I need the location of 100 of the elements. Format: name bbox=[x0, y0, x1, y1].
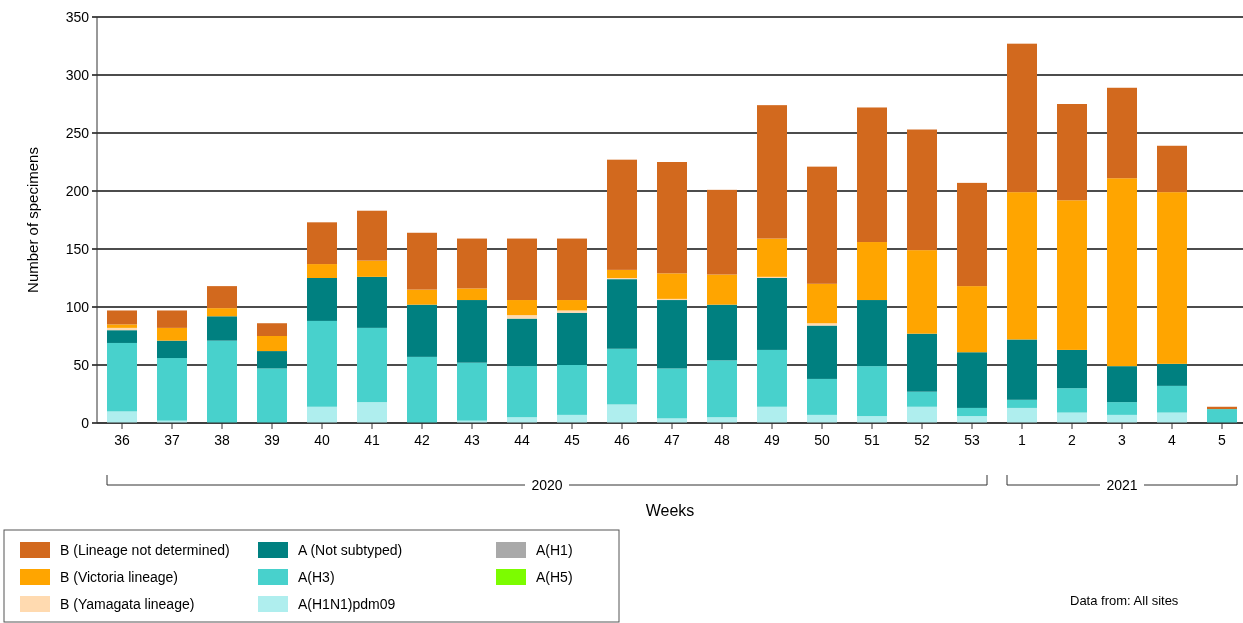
bar bbox=[257, 336, 287, 352]
bar bbox=[207, 316, 237, 341]
bar bbox=[257, 351, 287, 369]
x-tick-label: 2 bbox=[1068, 432, 1077, 448]
x-tick-label: 4 bbox=[1168, 432, 1177, 448]
bar bbox=[157, 340, 187, 359]
bar bbox=[807, 166, 837, 284]
x-tick-label: 38 bbox=[214, 432, 230, 448]
bar bbox=[1107, 366, 1137, 403]
bar bbox=[557, 238, 587, 301]
y-tick-label: 100 bbox=[65, 298, 90, 315]
bar bbox=[657, 300, 687, 369]
bar bbox=[907, 391, 937, 407]
bar bbox=[1057, 200, 1087, 350]
bar bbox=[507, 300, 537, 316]
x-tick-label: 46 bbox=[614, 432, 630, 448]
x-tick-label: 45 bbox=[564, 432, 580, 448]
bar bbox=[757, 349, 787, 407]
bar bbox=[1007, 339, 1037, 400]
bar bbox=[257, 368, 287, 423]
x-tick-label: 50 bbox=[814, 432, 830, 448]
bar bbox=[1107, 402, 1137, 415]
bar bbox=[1007, 399, 1037, 408]
bar bbox=[1007, 192, 1037, 340]
x-tick-label: 39 bbox=[264, 432, 280, 448]
x-tick-label: 37 bbox=[164, 432, 180, 448]
bar bbox=[557, 310, 587, 313]
bar bbox=[657, 162, 687, 274]
bar bbox=[107, 310, 137, 325]
bar bbox=[907, 406, 937, 423]
bar bbox=[357, 276, 387, 328]
bar bbox=[607, 279, 637, 349]
bar bbox=[757, 406, 787, 423]
legend-label: A(H1N1)pdm09 bbox=[298, 595, 396, 612]
x-tick-label: 51 bbox=[864, 432, 880, 448]
x-tick-label: 47 bbox=[664, 432, 680, 448]
bar bbox=[157, 358, 187, 421]
x-tick-label: 42 bbox=[414, 432, 430, 448]
x-tick-label: 5 bbox=[1218, 432, 1227, 448]
x-tick-label: 3 bbox=[1118, 432, 1127, 448]
bar bbox=[407, 289, 437, 305]
bar bbox=[207, 340, 237, 423]
x-tick-label: 40 bbox=[314, 432, 330, 448]
bar bbox=[557, 312, 587, 365]
bar bbox=[657, 273, 687, 299]
bar bbox=[357, 327, 387, 403]
text: 2021 bbox=[1106, 476, 1138, 493]
bar bbox=[1057, 349, 1087, 389]
bar bbox=[1057, 104, 1087, 201]
bar bbox=[307, 222, 337, 265]
bar bbox=[607, 348, 637, 405]
bar bbox=[1107, 87, 1137, 179]
y-tick-label: 150 bbox=[65, 240, 90, 257]
bar bbox=[857, 242, 887, 301]
x-tick-label: 53 bbox=[964, 432, 980, 448]
bar bbox=[1057, 388, 1087, 413]
y-tick-label: 350 bbox=[65, 8, 90, 25]
bar bbox=[957, 182, 987, 287]
bar bbox=[1007, 407, 1037, 423]
bar bbox=[507, 366, 537, 418]
bar bbox=[707, 304, 737, 361]
bar bbox=[957, 352, 987, 408]
bar bbox=[307, 406, 337, 423]
x-tick-label: 36 bbox=[114, 432, 130, 448]
bar bbox=[707, 189, 737, 275]
legend-label: A(H1) bbox=[536, 541, 573, 558]
bar bbox=[907, 250, 937, 334]
bar bbox=[957, 286, 987, 353]
bar bbox=[1157, 192, 1187, 364]
legend-label: A (Not subtyped) bbox=[298, 541, 403, 558]
x-tick-label: 52 bbox=[914, 432, 930, 448]
bar bbox=[1157, 385, 1187, 413]
bar bbox=[107, 330, 137, 343]
bar bbox=[507, 318, 537, 367]
bar bbox=[507, 238, 537, 301]
bar bbox=[807, 283, 837, 324]
y-tick-label: 50 bbox=[73, 356, 90, 373]
x-tick-label: 41 bbox=[364, 432, 380, 448]
x-tick-label: 49 bbox=[764, 432, 780, 448]
bar bbox=[757, 105, 787, 239]
bar bbox=[607, 269, 637, 278]
bar bbox=[857, 300, 887, 367]
bar bbox=[207, 286, 237, 309]
x-tick-label: 44 bbox=[514, 432, 530, 448]
legend-label: A(H5) bbox=[536, 568, 573, 585]
y-tick-label: 0 bbox=[81, 414, 90, 431]
bar bbox=[407, 356, 437, 423]
bar bbox=[407, 304, 437, 357]
bar bbox=[1157, 363, 1187, 386]
bar bbox=[557, 300, 587, 311]
text: 2020 bbox=[531, 476, 563, 493]
bar bbox=[757, 238, 787, 277]
x-tick-label: 1 bbox=[1018, 432, 1027, 448]
x-tick-label: 43 bbox=[464, 432, 480, 448]
legend-label: A(H3) bbox=[298, 568, 335, 585]
bar bbox=[1107, 178, 1137, 367]
bar bbox=[657, 368, 687, 419]
bar bbox=[807, 323, 837, 326]
bar bbox=[207, 308, 237, 317]
y-tick-label: 200 bbox=[65, 182, 90, 199]
